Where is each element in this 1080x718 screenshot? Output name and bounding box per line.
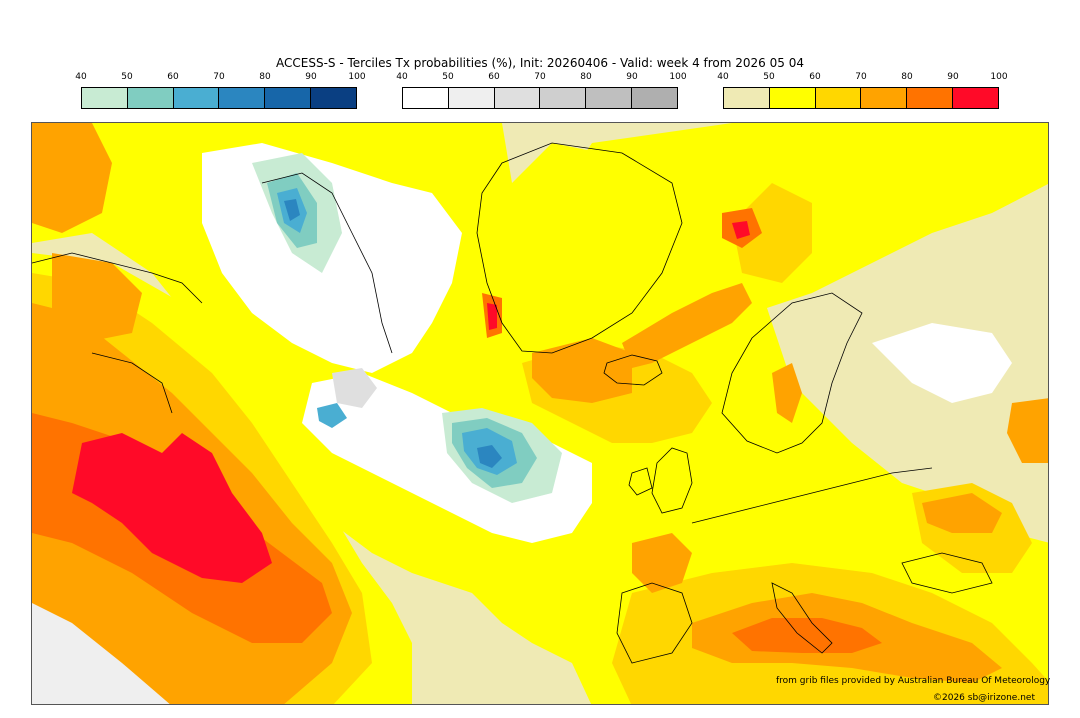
- legend-swatch: [953, 88, 998, 108]
- legend-tick: 70: [213, 72, 225, 82]
- coastlines: [32, 142, 993, 664]
- legend-tick: 100: [990, 72, 1008, 82]
- legend-tick: 50: [442, 72, 454, 82]
- legend-colorbar: [402, 87, 678, 109]
- legend-swatch: [311, 88, 356, 108]
- legend-swatch: [632, 88, 677, 108]
- field-near-normal-60: [332, 368, 377, 408]
- legend-swatch: [907, 88, 954, 108]
- legend-tick: 80: [259, 72, 271, 82]
- legend-tick: 60: [809, 72, 821, 82]
- copyright-credit: ©2026 sb@irizone.net: [933, 693, 1035, 703]
- legend-swatch: [265, 88, 312, 108]
- legend-swatch: [724, 88, 770, 108]
- field-near-normal-se: [32, 603, 170, 704]
- field-above-70-iceland-sea: [532, 338, 632, 403]
- field-above-90-svalbard: [732, 221, 750, 239]
- probability-map: [31, 122, 1049, 705]
- legend-tick: 100: [348, 72, 366, 82]
- legend-swatch: [82, 88, 128, 108]
- coast-north-america: [32, 252, 203, 304]
- legend-swatch: [448, 88, 495, 108]
- field-above-70-caspian: [1007, 398, 1048, 463]
- legend-swatch: [769, 88, 816, 108]
- legend-swatch: [861, 88, 908, 108]
- field-above-70-baltic: [772, 363, 802, 423]
- legend-tick: 60: [488, 72, 500, 82]
- legend-tick: 90: [305, 72, 317, 82]
- field-below-70-arctic: [284, 199, 300, 221]
- field-above-90-west: [72, 433, 272, 583]
- legend-colorbar: [81, 87, 357, 109]
- coast-italy: [771, 582, 833, 654]
- coast-hudson: [91, 352, 173, 414]
- legend-tick: 70: [855, 72, 867, 82]
- coast-greenland: [476, 142, 683, 354]
- legend-swatch: [494, 88, 541, 108]
- legend-ticks: 40 50 60 70 80 90 100: [717, 71, 1007, 87]
- field-above-70-blacksea: [922, 493, 1002, 533]
- coast-arctic-islands: [261, 172, 393, 354]
- legend-swatch: [540, 88, 587, 108]
- coast-scandinavia: [721, 292, 863, 454]
- legend-below-normal: 40 50 60 70 80 90 100: [75, 71, 366, 113]
- coast-ireland: [628, 467, 653, 496]
- legend-tick: 60: [167, 72, 179, 82]
- legend-swatch: [127, 88, 174, 108]
- coast-europe-north: [691, 467, 933, 524]
- legend-swatch: [586, 88, 633, 108]
- legend-swatch: [173, 88, 220, 108]
- chart-title: ACCESS-S - Terciles Tx probabilities (%)…: [276, 56, 804, 70]
- field-above-70-west-upper: [32, 123, 112, 233]
- field-above-70-norway-sea: [622, 283, 752, 368]
- map-canvas: [32, 123, 1048, 704]
- coast-iceland: [603, 354, 663, 386]
- legend-tick: 40: [717, 72, 729, 82]
- coast-black-sea: [901, 552, 993, 594]
- field-above-70-labrador: [52, 253, 142, 343]
- legend-tick: 50: [121, 72, 133, 82]
- source-credit: from grib files provided by Australian B…: [776, 676, 1051, 686]
- legend-tick: 100: [669, 72, 687, 82]
- legend-tick: 80: [901, 72, 913, 82]
- legend-swatch: [403, 88, 449, 108]
- legend-tick: 80: [580, 72, 592, 82]
- coast-iberia: [616, 582, 693, 664]
- legend-tick: 70: [534, 72, 546, 82]
- legend-swatch: [219, 88, 266, 108]
- field-above-90-greenland: [487, 303, 497, 330]
- field-below-70-atlantic: [477, 445, 502, 468]
- legend-colorbar: [723, 87, 999, 109]
- legend-tick: 40: [75, 72, 87, 82]
- legend-above-normal: 40 50 60 70 80 90 100: [717, 71, 1008, 113]
- legend-tick: 50: [763, 72, 775, 82]
- legend-tick: 90: [947, 72, 959, 82]
- field-above-70-iberia: [632, 533, 692, 593]
- legend-ticks: 40 50 60 70 80 90 100: [75, 71, 365, 87]
- field-near-normal-russia: [872, 323, 1012, 403]
- field-below-60-davis: [317, 403, 347, 428]
- coast-britain: [651, 447, 693, 514]
- field-above-80-med: [732, 618, 882, 653]
- legend-swatch: [815, 88, 862, 108]
- legend-near-normal: 40 50 60 70 80 90 100: [396, 71, 687, 113]
- legend-tick: 40: [396, 72, 408, 82]
- legend-ticks: 40 50 60 70 80 90 100: [396, 71, 686, 87]
- legend-tick: 90: [626, 72, 638, 82]
